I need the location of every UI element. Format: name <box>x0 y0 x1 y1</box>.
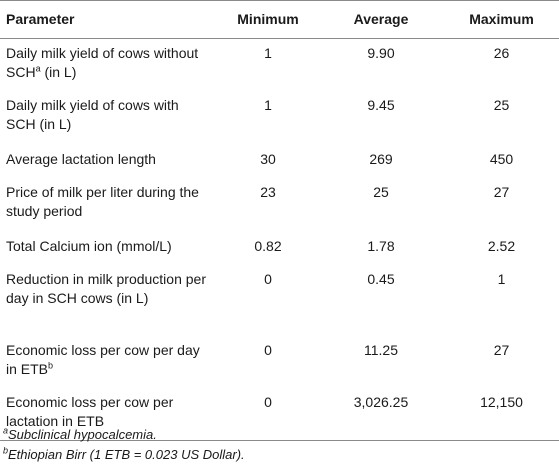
footnote: aSubclinical hypocalcemia. <box>3 425 245 445</box>
row-minimum: 0 <box>218 388 318 441</box>
row-minimum: 0 <box>264 271 272 287</box>
table-row: Total Calcium ion (mmol/L) 0.82 1.78 2.5… <box>0 230 559 265</box>
table-row: Reduction in milk production per day in … <box>0 265 559 336</box>
row-parameter: Total Calcium ion (mmol/L) <box>6 238 172 254</box>
row-minimum: 1 <box>264 45 272 61</box>
row-average: 0.45 <box>367 271 395 287</box>
row-maximum: 27 <box>493 342 510 358</box>
table-row: Daily milk yield of cows without SCHa (i… <box>0 39 559 92</box>
header-maximum: Maximum <box>444 0 559 39</box>
table-row: Economic loss per cow per lactation in E… <box>0 388 559 441</box>
table-body: Daily milk yield of cows without SCHa (i… <box>0 39 559 441</box>
row-parameter-text: Economic loss per cow per day in ETB <box>6 342 200 377</box>
row-parameter: Reduction in milk production per day in … <box>6 271 206 306</box>
parameters-table: Parameter Minimum Average Maximum Daily … <box>0 0 559 441</box>
row-minimum: 0 <box>264 342 272 358</box>
row-maximum: 450 <box>489 151 514 167</box>
footnote-text: Subclinical hypocalcemia. <box>8 427 157 442</box>
row-parameter: Economic loss per cow per day in ETBb <box>0 336 218 388</box>
row-average: 11.25 <box>364 342 398 358</box>
row-average: 9.90 <box>367 45 395 61</box>
row-minimum: 23 <box>260 184 276 200</box>
footnote: bEthiopian Birr (1 ETB = 0.023 US Dollar… <box>3 445 245 465</box>
row-average: 3,026.25 <box>318 388 444 441</box>
footnote-text: Ethiopian Birr (1 ETB = 0.023 US Dollar)… <box>8 447 245 462</box>
table-row: Economic loss per cow per day in ETBb 0 … <box>0 336 559 388</box>
footnote-mark: b <box>48 360 54 371</box>
footnote-mark: a <box>35 63 41 74</box>
row-minimum: 0.82 <box>254 238 282 254</box>
row-maximum: 1 <box>497 271 506 287</box>
table-row: Price of milk per liter during the study… <box>0 178 559 230</box>
row-average: 25 <box>373 184 389 200</box>
row-maximum: 27 <box>493 184 510 200</box>
header-average: Average <box>318 0 444 39</box>
row-average: 1.78 <box>367 238 395 254</box>
row-minimum: 1 <box>264 97 272 113</box>
row-average: 9.45 <box>367 97 395 113</box>
row-parameter: Daily milk yield of cows without SCHa (i… <box>0 39 218 92</box>
header-minimum: Minimum <box>218 0 318 39</box>
row-parameter: Price of milk per liter during the study… <box>6 184 199 219</box>
row-average: 269 <box>369 151 393 167</box>
row-parameter: Economic loss per cow per lactation in E… <box>0 388 218 441</box>
header-row: Parameter Minimum Average Maximum <box>0 0 559 39</box>
row-maximum: 26 <box>493 45 510 61</box>
header-parameter: Parameter <box>0 0 218 39</box>
row-minimum: 30 <box>260 151 276 167</box>
row-parameter-tail: (in L) <box>40 64 77 80</box>
row-parameter-text: Daily milk yield of cows without SCH <box>6 45 199 80</box>
row-maximum: 12,150 <box>444 388 559 441</box>
row-maximum: 25 <box>493 97 510 113</box>
row-maximum: 2.52 <box>487 238 516 254</box>
row-parameter: Average lactation length <box>6 151 156 167</box>
footnote-mark: b <box>3 445 9 456</box>
table-row: Average lactation length 30 269 450 <box>0 143 559 178</box>
footnote-mark: a <box>3 425 9 436</box>
table-row: Daily milk yield of cows with SCH (in L)… <box>0 91 559 143</box>
row-parameter: Daily milk yield of cows with SCH (in L) <box>6 97 179 132</box>
table-footnotes: aSubclinical hypocalcemia. bEthiopian Bi… <box>3 425 245 465</box>
table-header: Parameter Minimum Average Maximum <box>0 0 559 39</box>
